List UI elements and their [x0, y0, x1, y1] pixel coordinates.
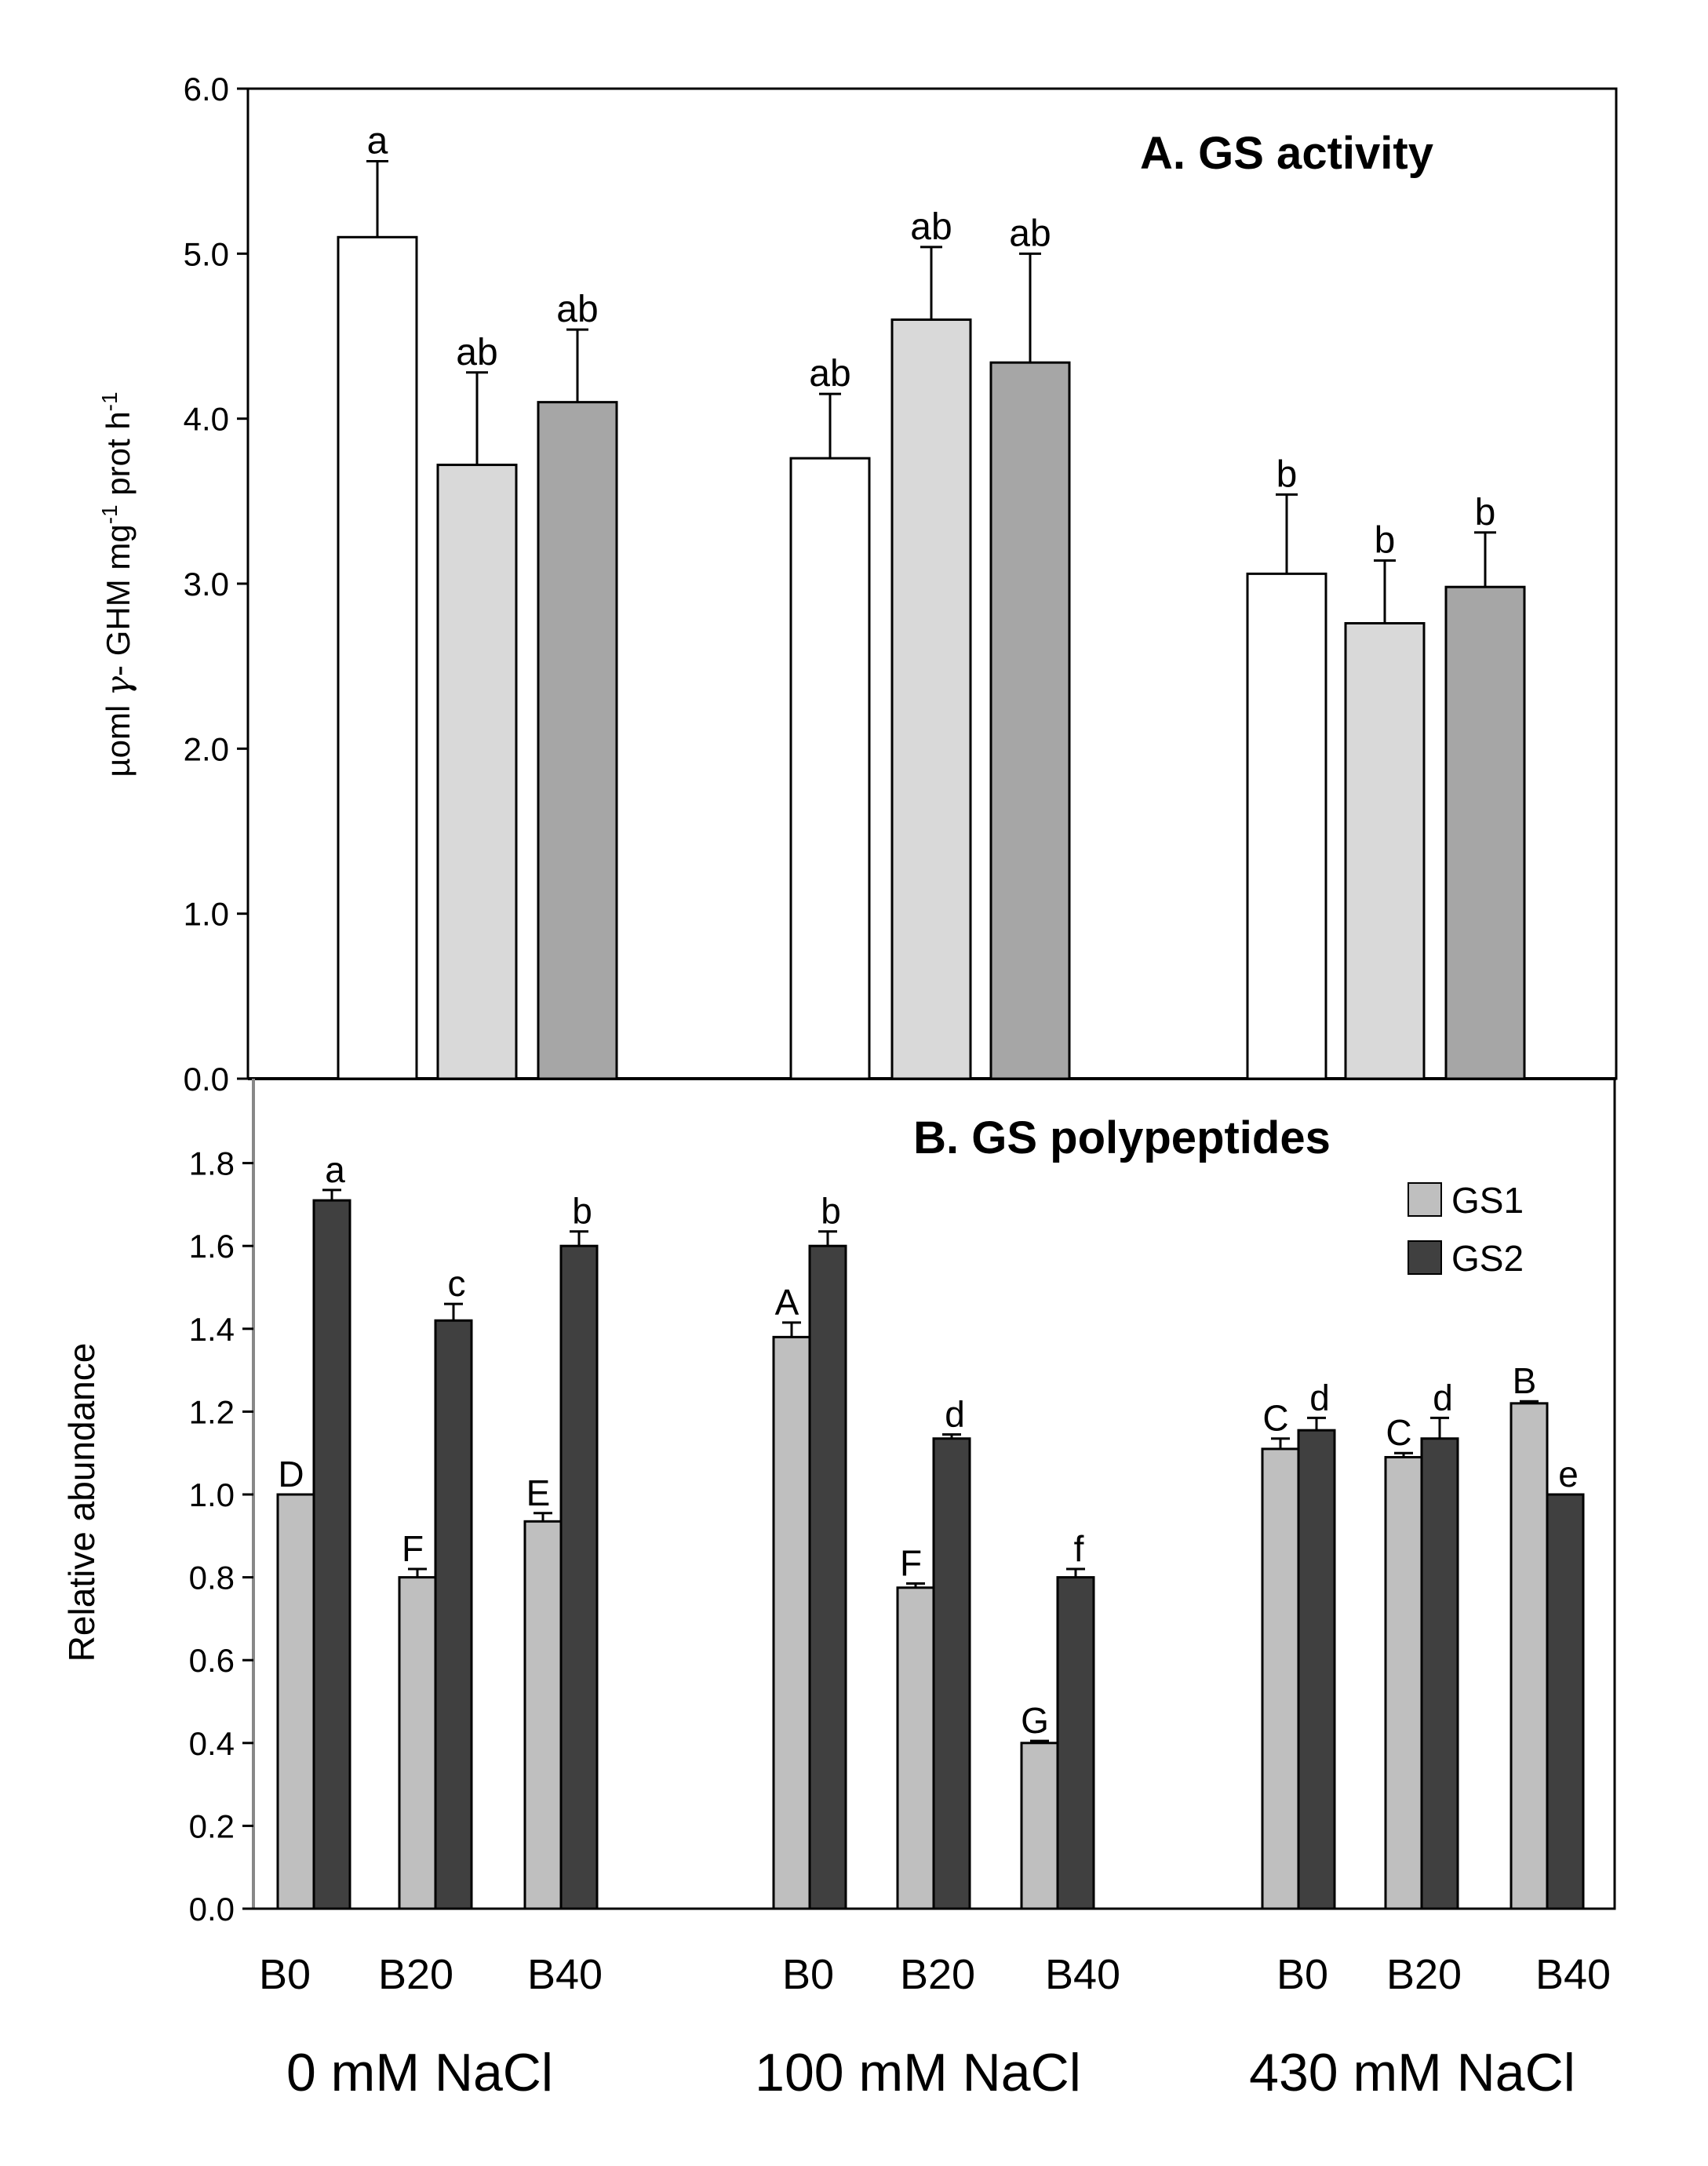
panel-a-title: A. GS activity	[1140, 128, 1433, 179]
panel-b-significance-label: D	[278, 1454, 304, 1494]
panel-b-significance-label: a	[325, 1149, 345, 1190]
group-label: 430 mM NaCl	[1249, 2043, 1575, 2102]
panel-b-bar-gs2	[1546, 1493, 1585, 1910]
panel-b-significance-label: f	[1074, 1528, 1084, 1569]
panel-b-bar-gs1	[896, 1586, 935, 1910]
panel-b-bar-gs1	[772, 1335, 811, 1910]
panel-b-bar-gs2	[1297, 1429, 1336, 1910]
panel-a-significance-label: ab	[456, 332, 497, 373]
panel-a-y-tick-label: 0.0	[184, 1061, 229, 1098]
panel-b-significance-label: d	[945, 1393, 965, 1434]
panel-b-bar-gs1	[1384, 1455, 1423, 1910]
panel-b-significance-label: C	[1386, 1412, 1411, 1453]
panel-b-bar-gs2	[559, 1244, 599, 1910]
x-category-label: B40	[527, 1951, 603, 1998]
panel-b-significance-label: G	[1021, 1700, 1049, 1741]
panel-b-bar-gs2	[434, 1319, 473, 1910]
panel-a-bar	[989, 361, 1071, 1080]
legend-gs1-swatch	[1408, 1182, 1442, 1217]
panel-b-bar-gs1	[276, 1493, 315, 1910]
panel-b-y-tick-label: 1.0	[189, 1476, 235, 1513]
panel-a-significance-label: b	[1375, 520, 1396, 562]
panel-b-significance-label: c	[448, 1263, 466, 1304]
panel-b-significance-label: F	[402, 1528, 424, 1569]
panel-b-bar-gs2	[1420, 1437, 1459, 1910]
panel-a-y-tick-label: 4.0	[184, 401, 229, 438]
panel-a-bar	[436, 464, 518, 1080]
panel-b-significance-label: B	[1513, 1360, 1537, 1401]
legend-gs2-swatch	[1408, 1240, 1442, 1275]
panel-b-bar-gs2	[808, 1244, 847, 1910]
panel-b-significance-label: E	[526, 1473, 551, 1513]
panel-b-significance-label: d	[1433, 1377, 1453, 1418]
panel-a-significance-label: ab	[1009, 213, 1051, 254]
panel-a-significance-label: b	[1475, 492, 1496, 533]
panel-b-y-tick-label: 0.4	[189, 1725, 235, 1762]
panel-b-bar-gs2	[932, 1437, 971, 1910]
panel-a-y-tick-label: 1.0	[184, 896, 229, 933]
panel-a-bar	[789, 457, 871, 1080]
x-category-label: B20	[900, 1951, 975, 1998]
panel-a-significance-label: ab	[809, 353, 850, 395]
panel-b-bar-gs1	[1020, 1742, 1059, 1910]
panel-b-y-tick-label: 0.0	[189, 1891, 235, 1928]
panel-a-bar	[1444, 585, 1526, 1080]
panel-b-bar-gs1	[523, 1520, 563, 1910]
panel-a-significance-label: ab	[556, 289, 598, 330]
panel-b-bar-gs1	[1261, 1447, 1300, 1910]
panel-b-y-tick-label: 1.8	[189, 1145, 235, 1182]
panel-a-bar	[337, 235, 418, 1080]
panel-b-y-tick-label: 0.2	[189, 1807, 235, 1844]
panel-b-significance-label: d	[1309, 1377, 1330, 1418]
panel-a-y-tick-label: 6.0	[184, 71, 229, 107]
panel-a-y-axis-label: µoml γ- GHM mg-1 prot h-1	[97, 391, 137, 777]
panel-b-y-tick-label: 1.2	[189, 1393, 235, 1430]
panel-a-y-tick-label: 2.0	[184, 730, 229, 767]
panel-a-bar	[1344, 621, 1426, 1080]
x-category-label: B0	[259, 1951, 311, 1998]
legend-gs2-label: GS2	[1451, 1238, 1524, 1279]
panel-b-y-axis-label: Relative abundance	[61, 1343, 102, 1662]
panel-b-y-tick-label: 0.8	[189, 1560, 235, 1596]
panel-b-significance-label: e	[1558, 1454, 1579, 1494]
panel-b-significance-label: b	[821, 1191, 841, 1232]
legend-gs1-label: GS1	[1451, 1180, 1524, 1221]
x-category-label: B20	[1386, 1951, 1462, 1998]
x-category-label: B0	[1276, 1951, 1328, 1998]
group-label: 100 mM NaCl	[755, 2043, 1081, 2102]
panel-a-y-tick-label: 3.0	[184, 566, 229, 602]
panel-a-bar	[1246, 572, 1327, 1080]
panel-a-bar	[890, 318, 972, 1080]
panel-b-bar-gs2	[312, 1199, 351, 1910]
group-label: 0 mM NaCl	[286, 2043, 553, 2102]
panel-a-bar	[537, 401, 618, 1080]
panel-b-bar-gs1	[398, 1576, 437, 1910]
panel-b-plot: 0.0 0.2 0.4 0.6 0.8 1.0 1.2 1.4 1.6 1.8 D F E A F G C C Ba…	[189, 1145, 1585, 1928]
panel-b-significance-label: b	[572, 1191, 592, 1232]
panel-b-y-tick-label: 1.4	[189, 1311, 235, 1348]
panel-a-y-tick-label: 5.0	[184, 235, 229, 272]
category-labels: B0 B20 B40 B0 B20 B40 B0 B20 B40	[259, 1951, 1611, 1998]
x-category-label: B0	[782, 1951, 834, 1998]
panel-b-significance-label: C	[1262, 1398, 1288, 1439]
x-category-label: B40	[1535, 1951, 1611, 1998]
panel-a-significance-label: a	[367, 121, 388, 162]
panel-a-significance-label: ab	[910, 206, 952, 248]
x-category-label: B20	[378, 1951, 453, 1998]
panel-b-bar-gs1	[1510, 1402, 1549, 1910]
x-category-label: B40	[1045, 1951, 1120, 1998]
panel-a-plot: 0.0 1.0 2.0 3.0 4.0 5.0 6.0 a ab ab ab ab ab b b b	[184, 71, 1526, 1098]
panel-b-y-tick-label: 0.6	[189, 1642, 235, 1679]
panel-b-significance-label: A	[775, 1282, 799, 1323]
panel-b-significance-label: F	[900, 1543, 922, 1584]
panel-a-significance-label: b	[1276, 453, 1298, 495]
panel-b-y-tick-label: 1.6	[189, 1228, 235, 1265]
group-labels: 0 mM NaCl 100 mM NaCl 430 mM NaCl	[286, 2043, 1575, 2102]
panel-b-bar-gs2	[1056, 1576, 1095, 1910]
panel-b-title: B. GS polypeptides	[913, 1112, 1331, 1163]
